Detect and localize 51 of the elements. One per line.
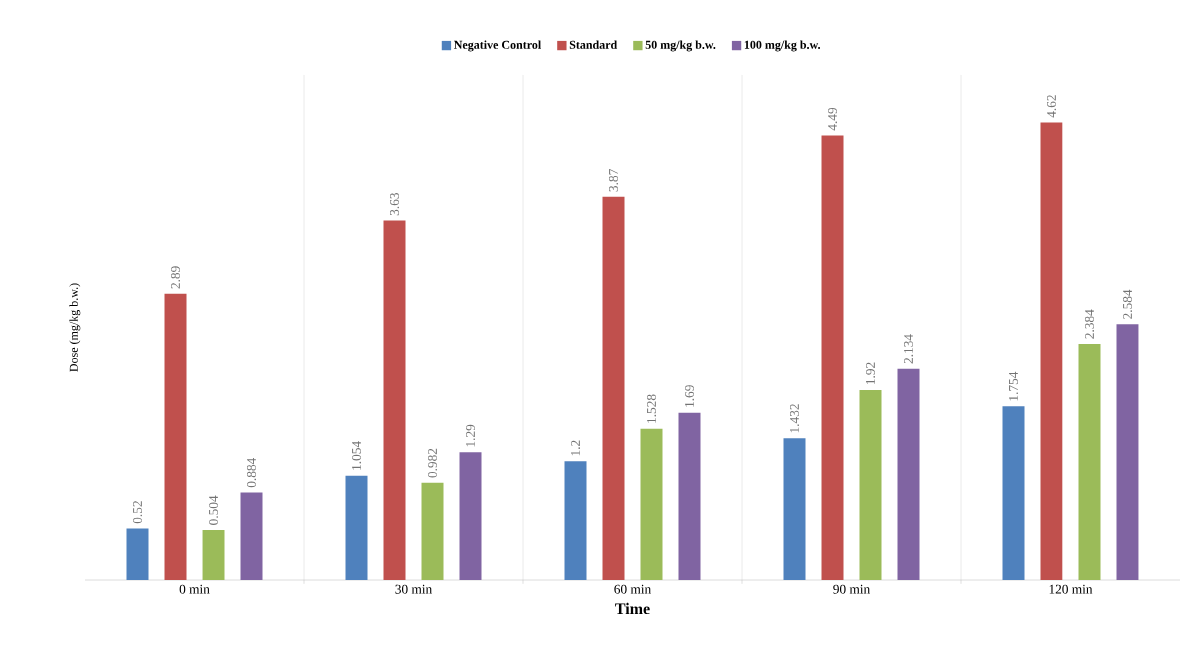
- bar: [202, 530, 225, 580]
- data-label: 0.504: [208, 495, 219, 525]
- data-label: 1.2: [571, 440, 581, 456]
- data-label: 3.87: [608, 169, 619, 192]
- data-label: 1.432: [790, 404, 800, 433]
- bar: [126, 528, 149, 580]
- bar: [240, 492, 263, 580]
- data-label: 2.134: [904, 334, 914, 364]
- x-tick-label: 60 min: [614, 584, 651, 594]
- bar: [678, 412, 701, 580]
- x-tick-label: 30 min: [395, 584, 432, 594]
- bar: [821, 135, 844, 580]
- data-label: 0.884: [246, 457, 257, 488]
- data-label: 2.384: [1084, 309, 1095, 339]
- legend-label: 100 mg/kg b.w.: [744, 40, 821, 52]
- bar: [564, 461, 587, 580]
- bar: [640, 428, 663, 580]
- bar: [1002, 406, 1025, 580]
- bar: [602, 196, 625, 580]
- data-label: 1.754: [1009, 371, 1018, 401]
- x-axis-title: Time: [615, 602, 650, 615]
- legend-label: 50 mg/kg b.w.: [645, 40, 716, 52]
- bar: [345, 475, 368, 580]
- bar: [459, 452, 482, 580]
- data-label: 0.52: [132, 501, 143, 524]
- bar: [783, 438, 806, 580]
- bar: [383, 220, 406, 580]
- data-label: 1.69: [685, 385, 695, 407]
- data-label: 2.89: [170, 266, 181, 289]
- bar: [897, 368, 920, 580]
- bar: [164, 293, 187, 580]
- bar: [421, 482, 444, 580]
- data-label: 2.584: [1122, 289, 1133, 319]
- data-label: 0.982: [427, 448, 438, 478]
- y-axis-title: Dose (mg/kg b.w.): [69, 283, 81, 372]
- x-tick-label: 90 min: [833, 584, 870, 594]
- data-label: 1.29: [466, 424, 476, 447]
- data-label: 3.63: [390, 193, 400, 216]
- legend-label: Standard: [569, 40, 618, 49]
- x-tick-label: 0 min: [179, 584, 210, 594]
- bar: [1078, 343, 1101, 580]
- x-tick-label: 120 min: [1049, 584, 1093, 594]
- legend-label: Negative Control: [453, 40, 541, 52]
- data-label: 4.49: [828, 107, 838, 131]
- bar: [859, 389, 882, 580]
- bar: [1040, 122, 1063, 580]
- bar: [1116, 324, 1139, 580]
- data-label: 4.62: [1047, 95, 1057, 118]
- data-label: 1.92: [866, 362, 876, 384]
- data-label: 1.528: [646, 394, 657, 423]
- data-label: 1.054: [351, 441, 362, 470]
